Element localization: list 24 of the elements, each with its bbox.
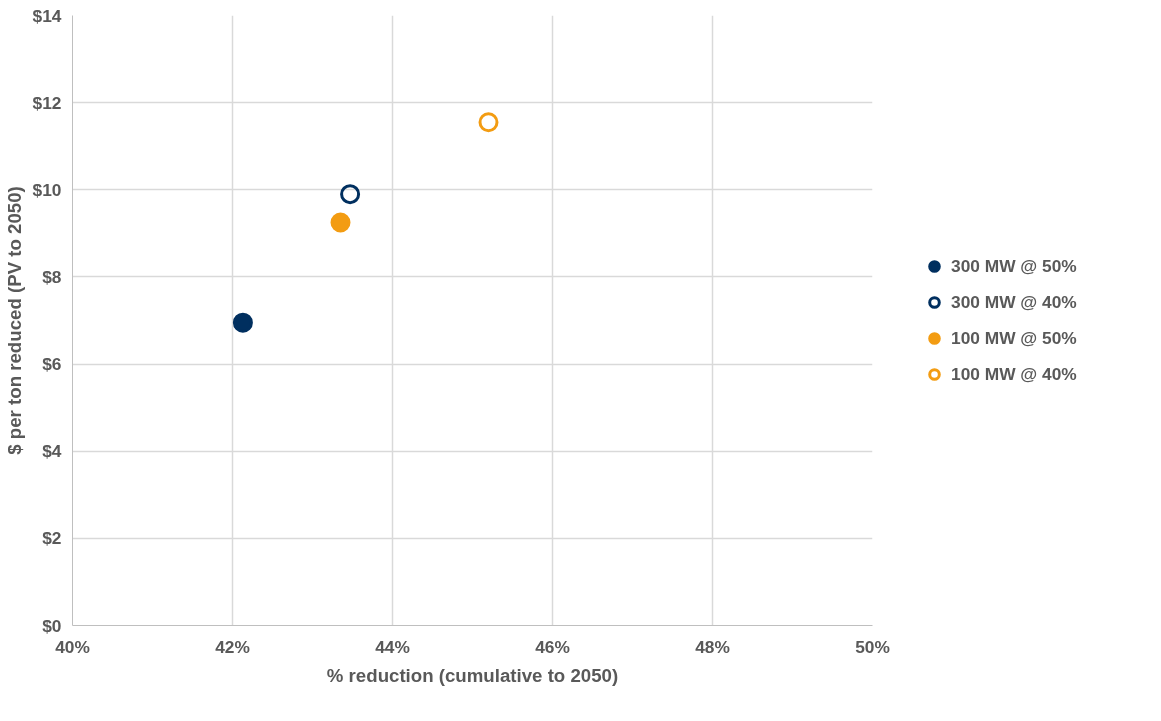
y-axis-title: $ per ton reduced (PV to 2050) — [3, 186, 25, 455]
x-tick-label: 50% — [855, 636, 890, 657]
point — [340, 184, 361, 205]
legend-label: 100 MW @ 40% — [951, 363, 1077, 385]
y-tick-label: $14 — [32, 5, 62, 26]
y-tick-label: $4 — [42, 441, 62, 462]
legend-label: 300 MW @ 40% — [951, 291, 1077, 313]
legend-label: 300 MW @ 50% — [951, 255, 1077, 277]
y-tick-label: $2 — [42, 528, 62, 549]
y-tick-label: $6 — [42, 354, 62, 375]
y-tick-label: $0 — [42, 615, 62, 636]
point — [330, 212, 351, 233]
point — [478, 112, 499, 133]
y-tick-label: $10 — [32, 179, 62, 200]
y-tick-label: $12 — [32, 92, 62, 113]
x-tick-label: 44% — [375, 636, 410, 657]
legend-label: 100 MW @ 50% — [951, 327, 1077, 349]
point — [232, 312, 253, 333]
x-tick-label: 48% — [695, 636, 730, 657]
x-axis-title: % reduction (cumulative to 2050) — [326, 664, 619, 686]
x-tick-label: 40% — [55, 636, 90, 657]
x-tick-label: 42% — [215, 636, 250, 657]
y-tick-label: $8 — [42, 266, 62, 287]
x-tick-label: 46% — [535, 636, 570, 657]
